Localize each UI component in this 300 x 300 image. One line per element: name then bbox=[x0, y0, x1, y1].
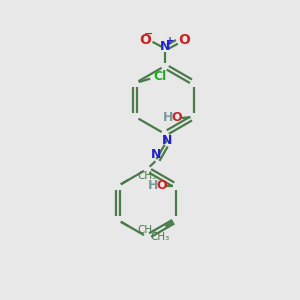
Text: N: N bbox=[162, 134, 172, 147]
Text: N: N bbox=[150, 148, 161, 160]
Text: CH₃: CH₃ bbox=[137, 171, 156, 181]
Text: O: O bbox=[171, 111, 182, 124]
Text: H: H bbox=[163, 111, 174, 124]
Text: +: + bbox=[166, 36, 174, 46]
Text: CH₃: CH₃ bbox=[137, 225, 156, 235]
Text: O: O bbox=[178, 33, 190, 46]
Text: −: − bbox=[144, 29, 154, 39]
Text: O: O bbox=[140, 33, 151, 46]
Text: CH₃: CH₃ bbox=[150, 232, 170, 242]
Text: N: N bbox=[160, 40, 170, 53]
Text: H: H bbox=[148, 179, 159, 192]
Text: Cl: Cl bbox=[154, 70, 167, 83]
Text: O: O bbox=[156, 179, 167, 192]
